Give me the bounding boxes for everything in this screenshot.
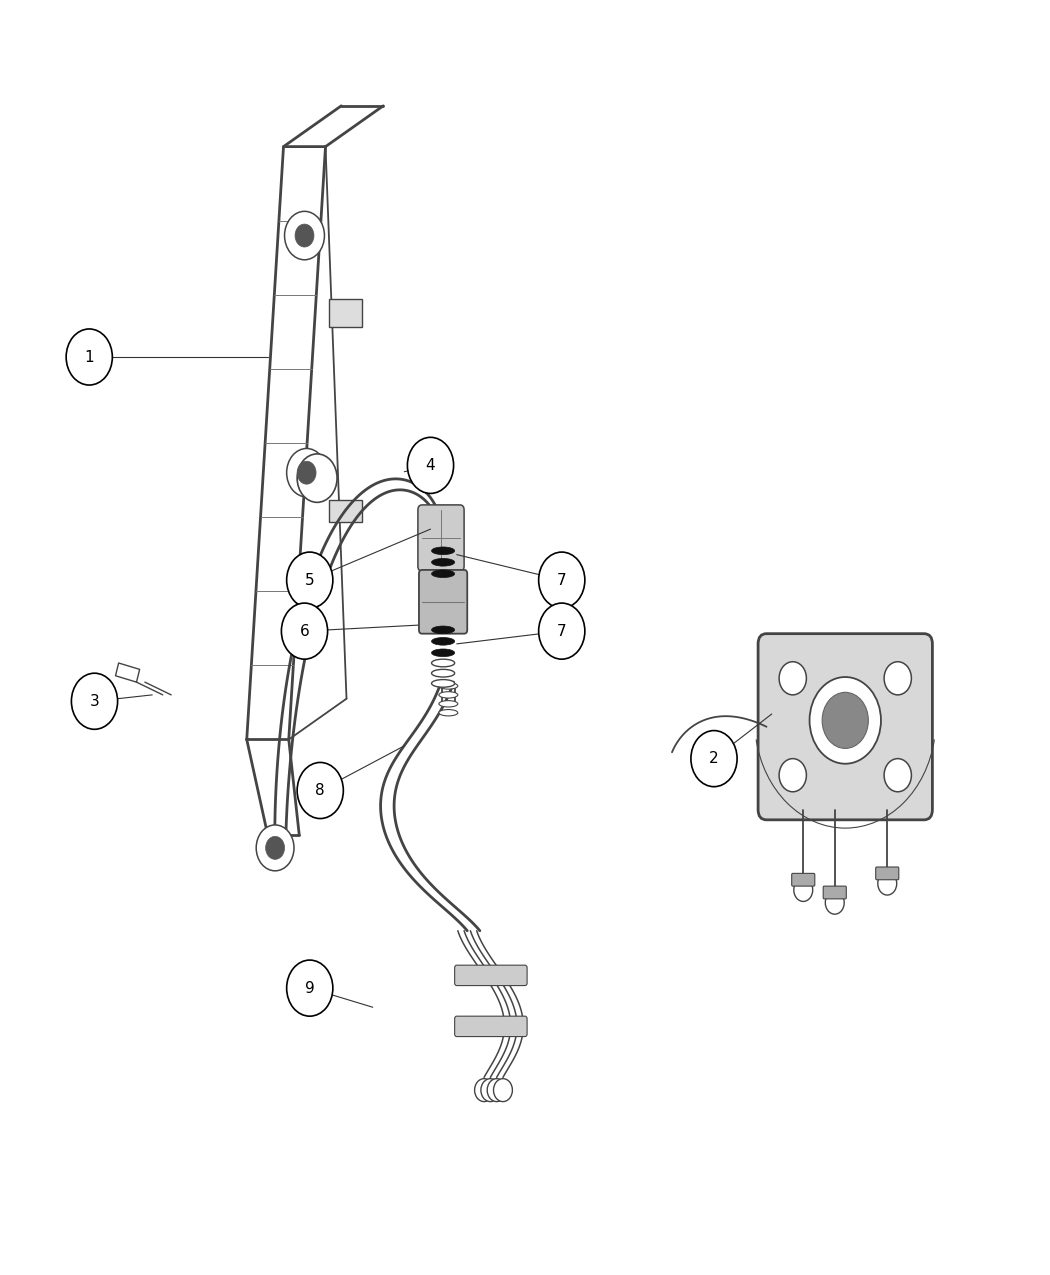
Text: 5: 5 xyxy=(304,572,315,588)
FancyBboxPatch shape xyxy=(419,570,467,634)
Circle shape xyxy=(810,677,881,764)
Circle shape xyxy=(295,224,314,247)
Ellipse shape xyxy=(432,649,455,657)
FancyBboxPatch shape xyxy=(329,500,362,521)
Circle shape xyxy=(285,212,324,260)
Circle shape xyxy=(487,1079,506,1102)
Ellipse shape xyxy=(439,701,458,706)
Circle shape xyxy=(297,462,316,485)
Circle shape xyxy=(779,759,806,792)
Circle shape xyxy=(256,825,294,871)
Ellipse shape xyxy=(432,638,455,645)
Text: 3: 3 xyxy=(89,694,100,709)
Ellipse shape xyxy=(432,570,455,578)
FancyBboxPatch shape xyxy=(876,867,899,880)
Text: 1: 1 xyxy=(84,349,94,365)
Circle shape xyxy=(266,836,285,859)
Circle shape xyxy=(287,552,333,608)
Circle shape xyxy=(494,1079,512,1102)
FancyBboxPatch shape xyxy=(823,886,846,899)
Ellipse shape xyxy=(432,669,455,677)
Circle shape xyxy=(539,603,585,659)
Ellipse shape xyxy=(439,709,458,717)
Circle shape xyxy=(297,454,337,502)
Ellipse shape xyxy=(432,558,455,566)
FancyBboxPatch shape xyxy=(758,634,932,820)
Circle shape xyxy=(878,872,897,895)
Ellipse shape xyxy=(439,682,458,688)
Text: 4: 4 xyxy=(425,458,436,473)
FancyBboxPatch shape xyxy=(792,873,815,886)
Circle shape xyxy=(481,1079,500,1102)
FancyBboxPatch shape xyxy=(455,1016,527,1037)
Ellipse shape xyxy=(432,659,455,667)
Text: 9: 9 xyxy=(304,980,315,996)
Text: 2: 2 xyxy=(709,751,719,766)
Text: 7: 7 xyxy=(556,623,567,639)
Circle shape xyxy=(66,329,112,385)
Circle shape xyxy=(71,673,118,729)
Circle shape xyxy=(281,603,328,659)
Circle shape xyxy=(691,731,737,787)
Text: 7: 7 xyxy=(556,572,567,588)
Circle shape xyxy=(297,762,343,819)
Text: 8: 8 xyxy=(315,783,326,798)
Circle shape xyxy=(884,662,911,695)
Circle shape xyxy=(794,878,813,901)
FancyBboxPatch shape xyxy=(418,505,464,571)
FancyBboxPatch shape xyxy=(455,965,527,986)
Circle shape xyxy=(287,449,327,497)
Ellipse shape xyxy=(432,626,455,634)
Circle shape xyxy=(884,759,911,792)
FancyBboxPatch shape xyxy=(329,298,362,326)
Circle shape xyxy=(407,437,454,493)
Circle shape xyxy=(825,891,844,914)
Circle shape xyxy=(779,662,806,695)
Circle shape xyxy=(475,1079,494,1102)
Text: 6: 6 xyxy=(299,623,310,639)
Circle shape xyxy=(539,552,585,608)
Ellipse shape xyxy=(439,691,458,699)
Circle shape xyxy=(287,960,333,1016)
Ellipse shape xyxy=(432,680,455,687)
Ellipse shape xyxy=(432,547,455,555)
Circle shape xyxy=(822,692,868,748)
